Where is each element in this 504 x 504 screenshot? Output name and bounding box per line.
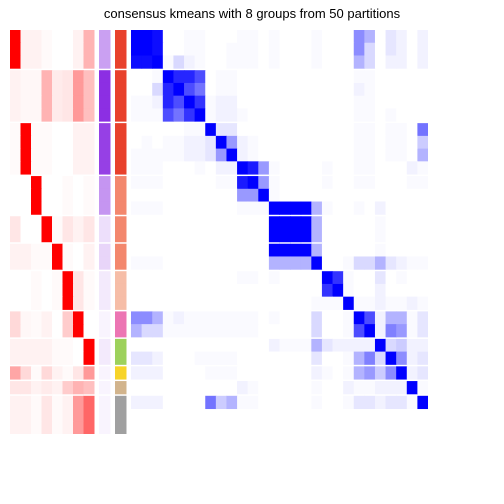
plot-title: consensus kmeans with 8 groups from 50 p… (0, 6, 504, 21)
heatmap-plot (10, 30, 428, 434)
